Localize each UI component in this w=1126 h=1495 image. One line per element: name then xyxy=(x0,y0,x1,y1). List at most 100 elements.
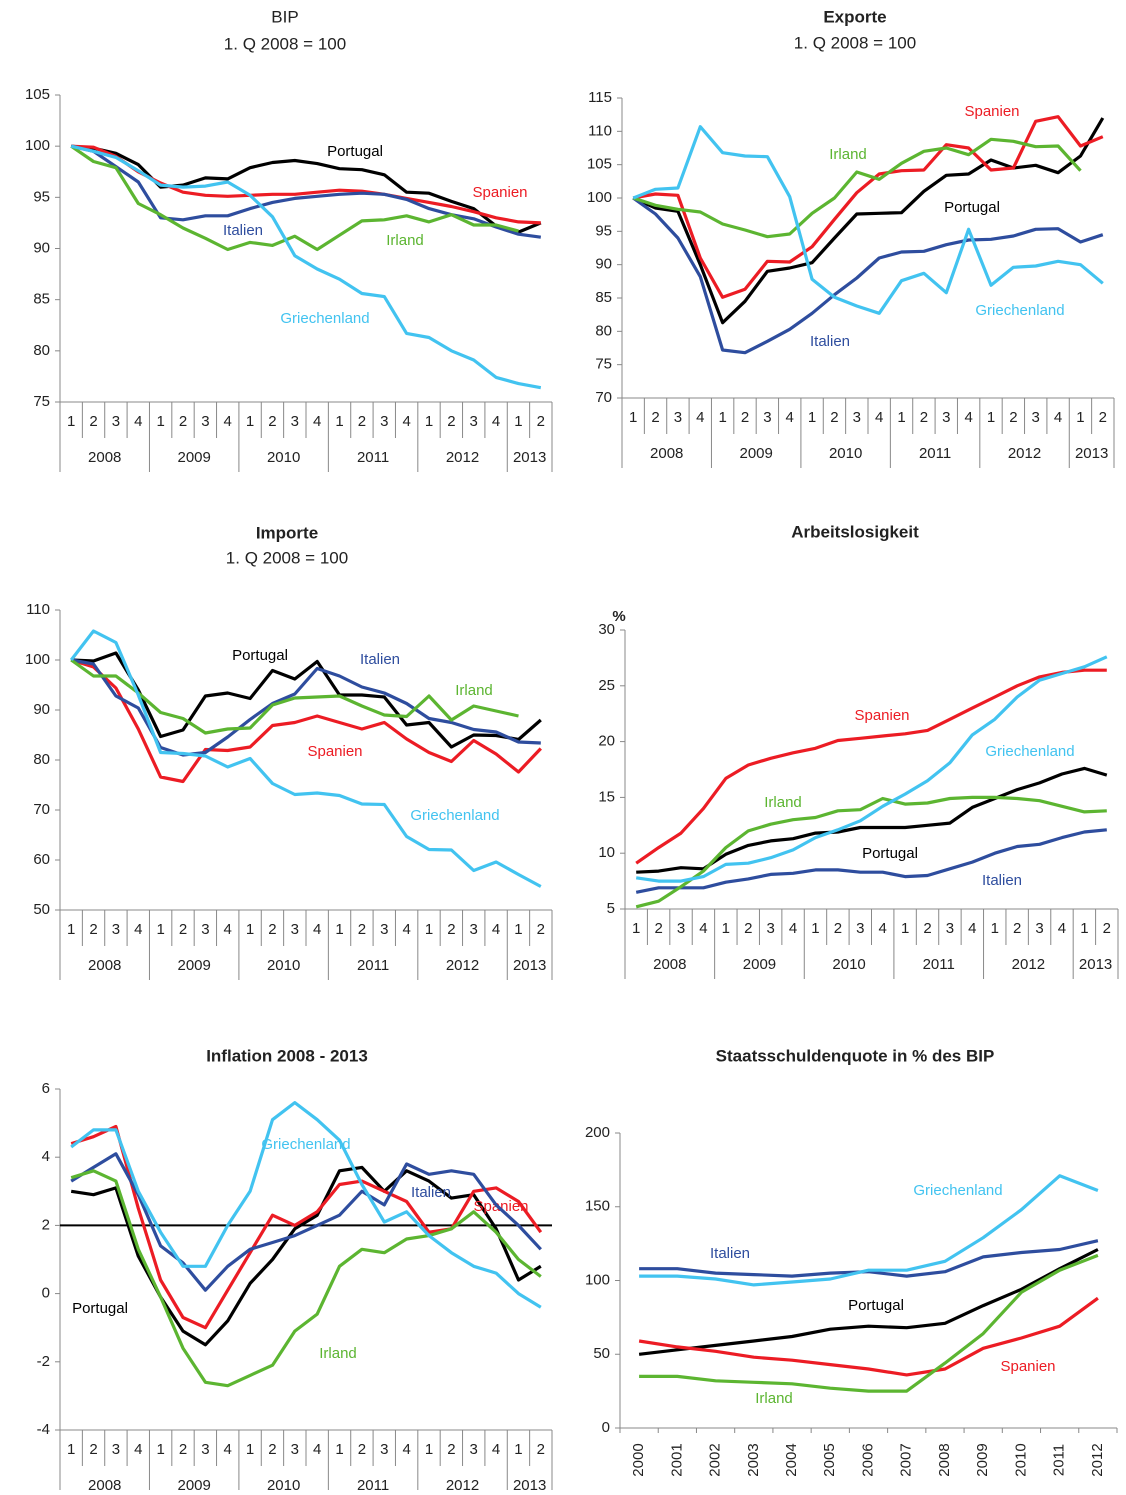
year-label: 2013 xyxy=(1079,956,1112,973)
y-tick-label: 90 xyxy=(33,239,50,256)
y-tick-label: 80 xyxy=(33,751,50,768)
x-tick-label: 2 xyxy=(89,921,97,938)
series-label: Irland xyxy=(755,1390,793,1407)
x-tick-label: 2 xyxy=(651,409,659,426)
chart-title: Staatsschuldenquote in % des BIP xyxy=(716,1046,995,1065)
x-tick-label: 4 xyxy=(402,413,410,430)
year-label: 2010 xyxy=(267,1477,300,1490)
year-label: 2010 xyxy=(829,445,862,462)
series-label: Griechenland xyxy=(975,302,1064,319)
x-tick-label: 3 xyxy=(1035,920,1043,937)
y-tick-label: 70 xyxy=(595,389,612,406)
x-tick-label: 1 xyxy=(156,1441,164,1458)
y-tick-label: 0 xyxy=(602,1419,610,1436)
year-label: 2012 xyxy=(1008,445,1041,462)
x-tick-label: 1 xyxy=(335,921,343,938)
x-tick-label: 4 xyxy=(696,409,704,426)
series-label: Portugal xyxy=(327,143,383,160)
series-line xyxy=(70,144,542,390)
series-line xyxy=(70,1169,542,1388)
y-tick-label: 85 xyxy=(595,289,612,306)
series-label: Italien xyxy=(810,333,850,350)
series-line xyxy=(71,651,542,749)
x-tick-label: 3 xyxy=(201,413,209,430)
series-line xyxy=(638,1248,1099,1356)
series-line xyxy=(632,125,1104,315)
x-tick-label: 2 xyxy=(268,921,276,938)
x-tick-label: 2008 xyxy=(936,1443,953,1476)
x-tick-label: 4 xyxy=(879,920,887,937)
series-label: Irland xyxy=(319,1345,357,1362)
y-tick-label: 200 xyxy=(585,1124,610,1141)
series-label: Portugal xyxy=(944,199,1000,216)
x-tick-label: 4 xyxy=(313,1441,321,1458)
x-tick-label: 3 xyxy=(380,921,388,938)
x-tick-label: 3 xyxy=(291,413,299,430)
y-tick-label: 115 xyxy=(588,89,612,106)
series-label: Italien xyxy=(411,1184,451,1201)
y-tick-label: 110 xyxy=(588,122,612,139)
x-tick-label: 4 xyxy=(964,409,972,426)
x-tick-label: 4 xyxy=(224,413,232,430)
year-label: 2008 xyxy=(650,445,683,462)
y-tick-label: 100 xyxy=(587,189,612,206)
y-tick-label: 90 xyxy=(33,701,50,718)
series-label: Irland xyxy=(829,146,867,163)
x-tick-label: 2009 xyxy=(974,1443,991,1476)
x-tick-label: 3 xyxy=(766,920,774,937)
chart-title: BIP xyxy=(271,7,298,26)
series-line xyxy=(632,196,1104,355)
y-tick-label: 100 xyxy=(25,137,50,154)
x-tick-label: 3 xyxy=(677,920,685,937)
series-label: Griechenland xyxy=(410,807,499,824)
series-label: Griechenland xyxy=(261,1136,350,1153)
year-label: 2010 xyxy=(832,956,865,973)
x-tick-label: 1 xyxy=(1076,409,1084,426)
x-tick-label: 4 xyxy=(492,1441,500,1458)
x-tick-label: 1 xyxy=(629,409,637,426)
y-tick-label: 5 xyxy=(607,900,615,917)
x-tick-label: 2 xyxy=(1013,920,1021,937)
x-tick-label: 2 xyxy=(537,413,545,430)
year-label: 2009 xyxy=(743,956,776,973)
year-label: 2013 xyxy=(513,957,546,974)
y-tick-label: -4 xyxy=(37,1421,50,1438)
x-tick-label: 2006 xyxy=(859,1443,876,1476)
series-line xyxy=(635,795,1107,909)
chart-title: Exporte xyxy=(823,7,886,26)
x-tick-label: 2 xyxy=(358,921,366,938)
x-tick-label: 3 xyxy=(112,413,120,430)
x-tick-label: 2005 xyxy=(821,1443,838,1476)
year-label: 2009 xyxy=(177,1477,210,1490)
series-label: Spanien xyxy=(472,184,527,201)
x-tick-label: 3 xyxy=(470,921,478,938)
x-tick-label: 1 xyxy=(67,413,75,430)
year-label: 2011 xyxy=(923,956,955,973)
series-label: Portugal xyxy=(232,647,288,664)
x-tick-label: 4 xyxy=(968,920,976,937)
x-tick-label: 2 xyxy=(89,1441,97,1458)
y-tick-label: 10 xyxy=(598,844,615,861)
x-tick-label: 2 xyxy=(834,920,842,937)
y-tick-label: 100 xyxy=(25,651,50,668)
year-label: 2013 xyxy=(513,449,546,466)
y-tick-label: 90 xyxy=(595,256,612,273)
x-tick-label: 3 xyxy=(946,920,954,937)
x-tick-label: 4 xyxy=(313,921,321,938)
y-tick-label: 30 xyxy=(598,621,615,638)
series-line xyxy=(70,144,542,239)
x-tick-label: 4 xyxy=(1058,920,1066,937)
y-tick-label: 105 xyxy=(587,156,612,173)
x-tick-label: 2 xyxy=(179,1441,187,1458)
series-line xyxy=(632,117,1105,325)
year-label: 2009 xyxy=(739,445,772,462)
year-label: 2009 xyxy=(177,449,210,466)
year-label: 2011 xyxy=(357,1477,389,1490)
year-label: 2008 xyxy=(88,1477,121,1490)
series-line xyxy=(632,137,1082,239)
x-tick-label: 1 xyxy=(514,413,522,430)
x-tick-label: 2 xyxy=(268,413,276,430)
series-label: Spanien xyxy=(473,1198,528,1215)
x-tick-label: 3 xyxy=(763,409,771,426)
series-label: Spanien xyxy=(307,743,362,760)
